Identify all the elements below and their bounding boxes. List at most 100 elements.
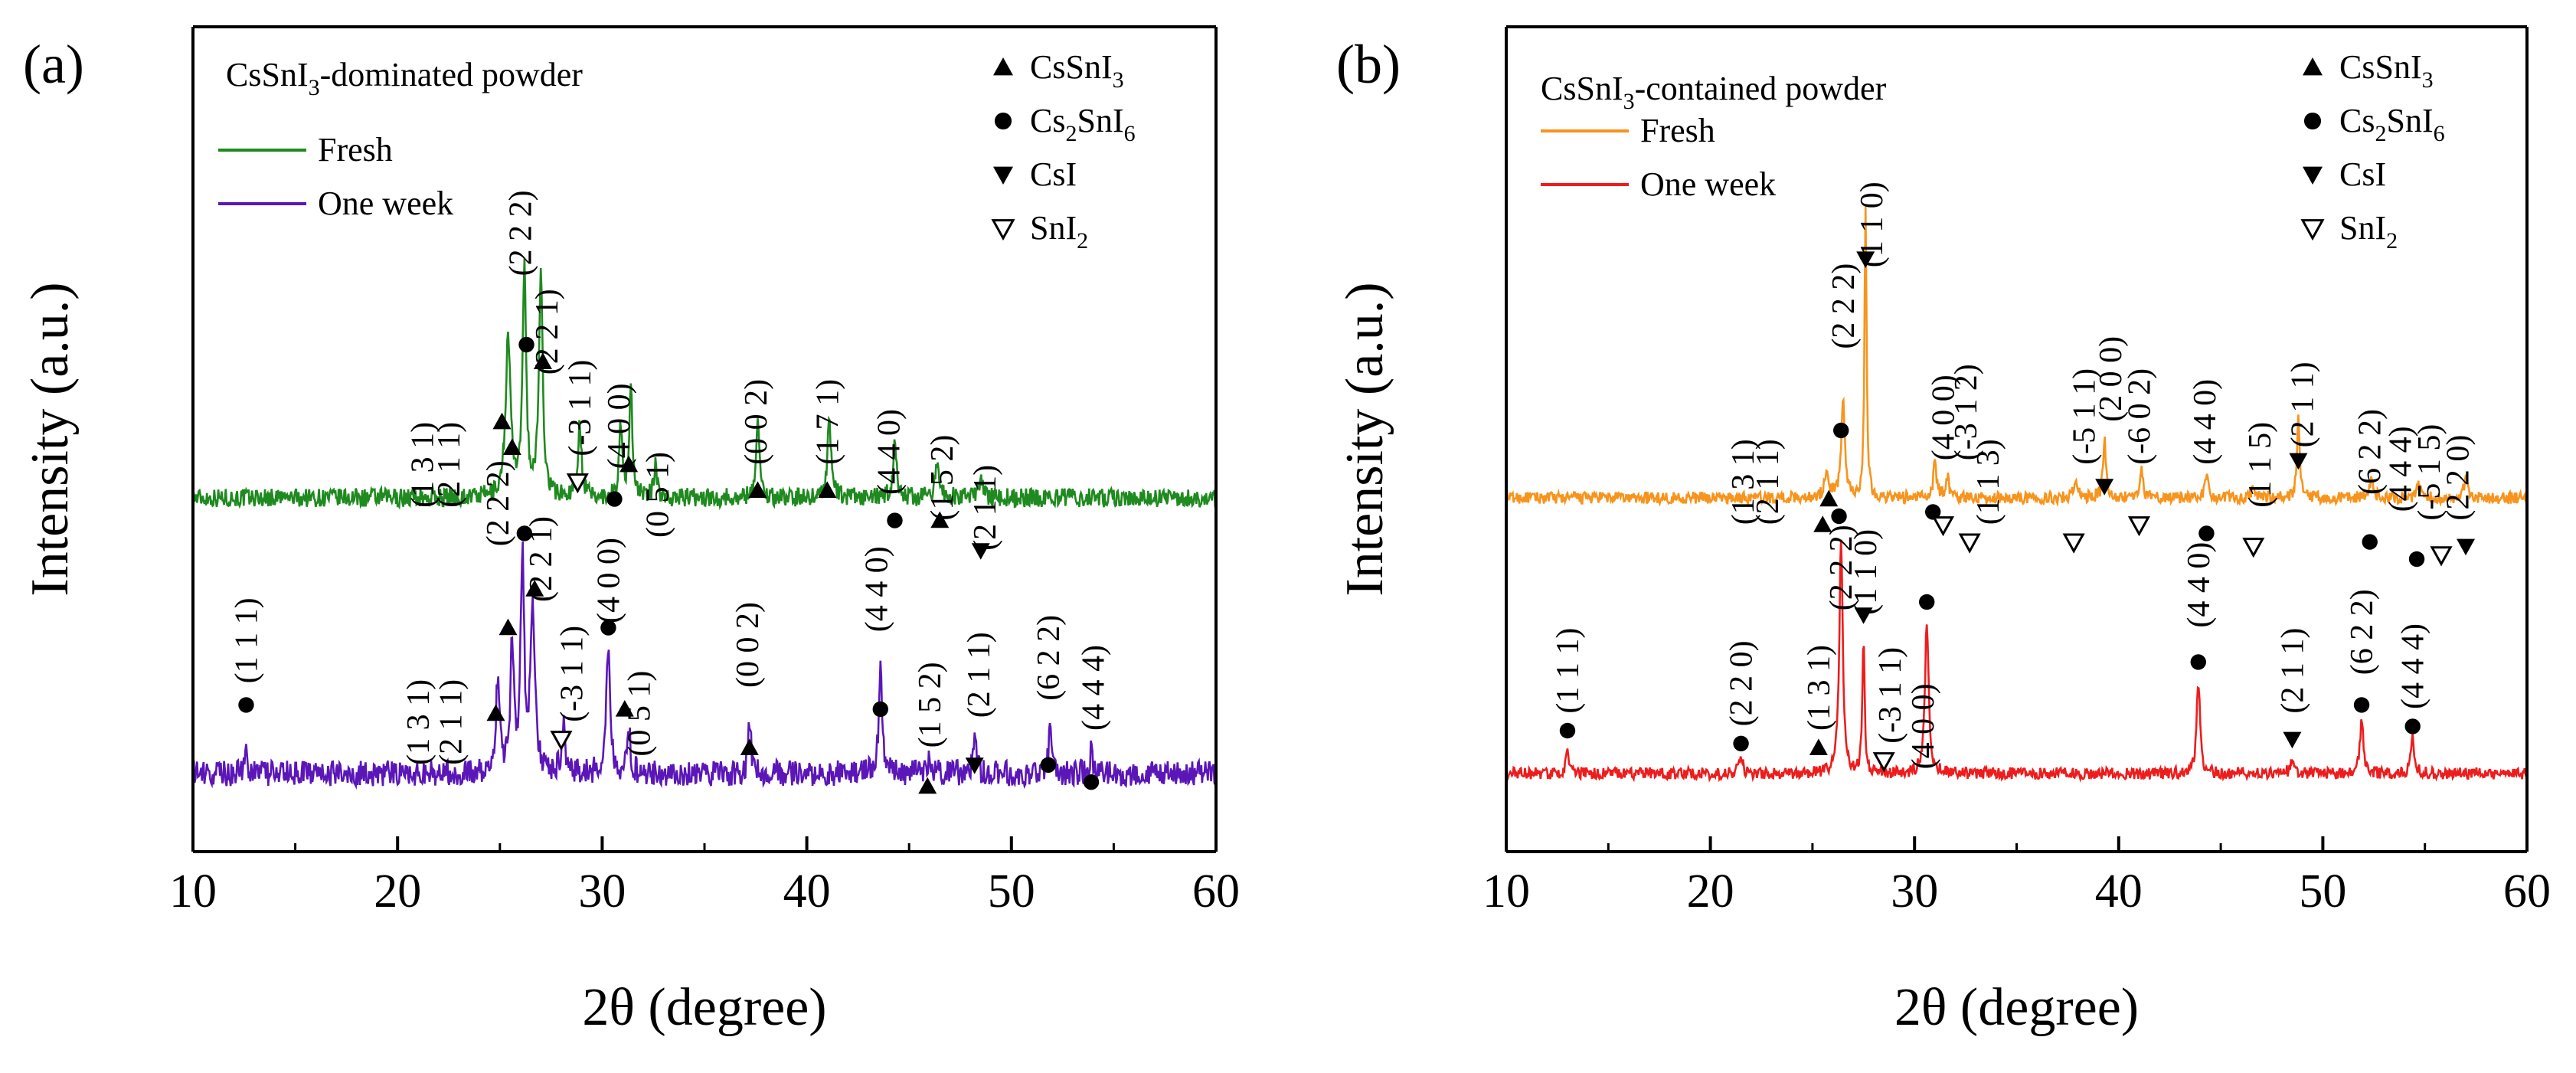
phase-marker-circle (1918, 594, 1935, 610)
peak-index-label: (2 1 1) (2275, 628, 2310, 714)
phase-marker-triangle-up (1819, 489, 1839, 507)
phase-marker-triangle-up (748, 481, 767, 498)
phase-marker-circle (1040, 757, 1057, 773)
phase-marker-circle (1924, 504, 1941, 520)
phase-marker-triangle-up (740, 738, 759, 755)
peak-index-label: (2 1 1) (962, 632, 997, 718)
chart-title: CsSnI3-contained powder (1541, 70, 1887, 114)
title-text: CsSnI (1541, 70, 1623, 107)
series-line-fresh (191, 258, 1218, 511)
peak-index-label: (-3 1 1) (1873, 647, 1908, 744)
phase-marker-circle (518, 336, 534, 353)
phase-marker-triangle-down (2283, 731, 2302, 749)
phase-legend-label: CsSnI3 (2339, 48, 2434, 93)
legend-subscript: 2 (2386, 228, 2398, 254)
phase-legend-label: Cs2SnI6 (2339, 102, 2445, 146)
peak-index-label: (4 0 0) (1906, 683, 1941, 769)
phase-marker-triangle-down-open (2062, 533, 2085, 554)
peak-index-label: (2 2 0) (2440, 435, 2476, 521)
phase-marker-triangle-down-open (1872, 752, 1895, 773)
phase-legend-symbol (993, 166, 1013, 185)
peak-index-label: (-6 0 2) (2122, 368, 2157, 465)
peak-index-label: (2 1 1) (434, 679, 469, 765)
peak-index-label: (1 1 0) (1849, 529, 1884, 615)
phase-marker-circle (1833, 422, 1849, 439)
phase-marker-circle (2362, 534, 2378, 550)
peak-index-label: (0 0 2) (739, 379, 774, 465)
peak-index-label: (4 0 0) (1927, 375, 1962, 460)
peak-index-label: (1 1 5) (2243, 422, 2278, 508)
phase-marker-triangle-down (971, 543, 990, 560)
x-tick-label: 60 (2503, 865, 2551, 918)
phase-marker-triangle-up (525, 580, 544, 597)
peak-index-label: (1 3 1) (1726, 439, 1761, 525)
peak-index-label: (4 4 0) (2182, 542, 2217, 628)
phase-marker-circle (872, 701, 888, 718)
legend-text-part: CsSnI (2339, 48, 2422, 86)
peak-index-label: (1 3 1) (401, 679, 436, 765)
phase-marker-triangle-up (619, 455, 639, 473)
phase-marker-circle (1083, 774, 1100, 790)
phase-marker-triangle-down (2095, 479, 2114, 496)
series-line-one-week (1505, 539, 2529, 783)
phase-marker-triangle-down (1854, 607, 1873, 624)
phase-legend-symbol (2300, 219, 2325, 241)
phase-legend-symbol (2303, 57, 2323, 76)
peak-index-label: (2 2 2) (481, 460, 516, 546)
legend-subscript: 3 (2422, 67, 2434, 93)
phase-legend-symbol (2303, 112, 2322, 130)
phase-marker-circle (887, 512, 903, 528)
peak-index-label: (1 1 1) (229, 597, 264, 683)
peak-index-label: (4 4 0) (859, 546, 894, 632)
peak-index-label: (1 1 3) (1971, 439, 2006, 525)
legend-subscript: 2 (1065, 121, 1077, 146)
peak-index-label: (2 2 2) (504, 190, 539, 276)
peak-index-label: (6 2 2) (2353, 409, 2388, 495)
peak-index-label: (1 3 1) (1802, 645, 1837, 731)
peak-index-label: (2 1 1) (1751, 439, 1786, 525)
phase-marker-circle (238, 697, 254, 713)
panel-label: (b) (1336, 34, 1401, 95)
phase-marker-circle (2198, 525, 2215, 541)
x-axis-title: 2θ (degree) (1894, 978, 2139, 1037)
peak-index-label: (1 3 1) (405, 422, 440, 508)
chart-title: CsSnI3-dominated powder (226, 56, 583, 100)
phase-marker-circle (1831, 508, 1847, 525)
phase-marker-triangle-down (1856, 251, 1875, 268)
phase-marker-circle (600, 620, 616, 636)
peak-index-label: (0 0 2) (731, 602, 766, 688)
peak-index-label: (2 2 1) (524, 516, 559, 602)
title-subscript: 3 (1623, 89, 1635, 114)
legend-text-part: SnI (1030, 209, 1077, 247)
x-tick-label: 20 (1687, 865, 1734, 918)
peak-index-label: (2 2 0) (1724, 640, 1760, 726)
legend-text-part: SnI (2386, 102, 2433, 139)
peak-index-label: (-3 1 2) (1949, 364, 1984, 460)
peak-index-label: (1 1 1) (1551, 628, 1586, 714)
panel-label: (a) (23, 34, 84, 95)
title-subscript: 3 (309, 75, 320, 100)
peak-index-label: (1 5 2) (925, 435, 960, 521)
phase-legend-symbol (993, 57, 1013, 76)
peak-index-label: (1 1 0) (1855, 182, 1890, 267)
title-text: -dominated powder (320, 56, 584, 93)
legend-text-part: Cs (2339, 102, 2375, 139)
peak-index-label: (2 1 1) (432, 422, 467, 508)
x-tick-label: 20 (374, 865, 421, 918)
legend-label: One week (318, 185, 453, 222)
phase-marker-circle (1733, 735, 1749, 751)
x-tick-label: 50 (988, 865, 1035, 918)
x-tick-label: 10 (169, 865, 217, 918)
phase-marker-circle (516, 525, 533, 541)
legend-subscript: 2 (2375, 121, 2386, 146)
legend-subscript: 6 (1124, 121, 1136, 146)
phase-marker-triangle-down-open (1958, 533, 1981, 554)
phase-marker-triangle-down-open (566, 473, 589, 494)
legend-text-part: CsSnI (1030, 48, 1113, 86)
peak-index-label: (2 1 1) (968, 465, 1003, 551)
peak-index-label: (0 5 1) (641, 452, 676, 538)
peak-index-label: (-5 1 1) (2067, 368, 2102, 465)
peak-index-label: (4 4 0) (2188, 379, 2223, 465)
x-axis-title: 2θ (degree) (582, 978, 826, 1037)
peak-index-label: (2 0 0) (2094, 336, 2129, 422)
